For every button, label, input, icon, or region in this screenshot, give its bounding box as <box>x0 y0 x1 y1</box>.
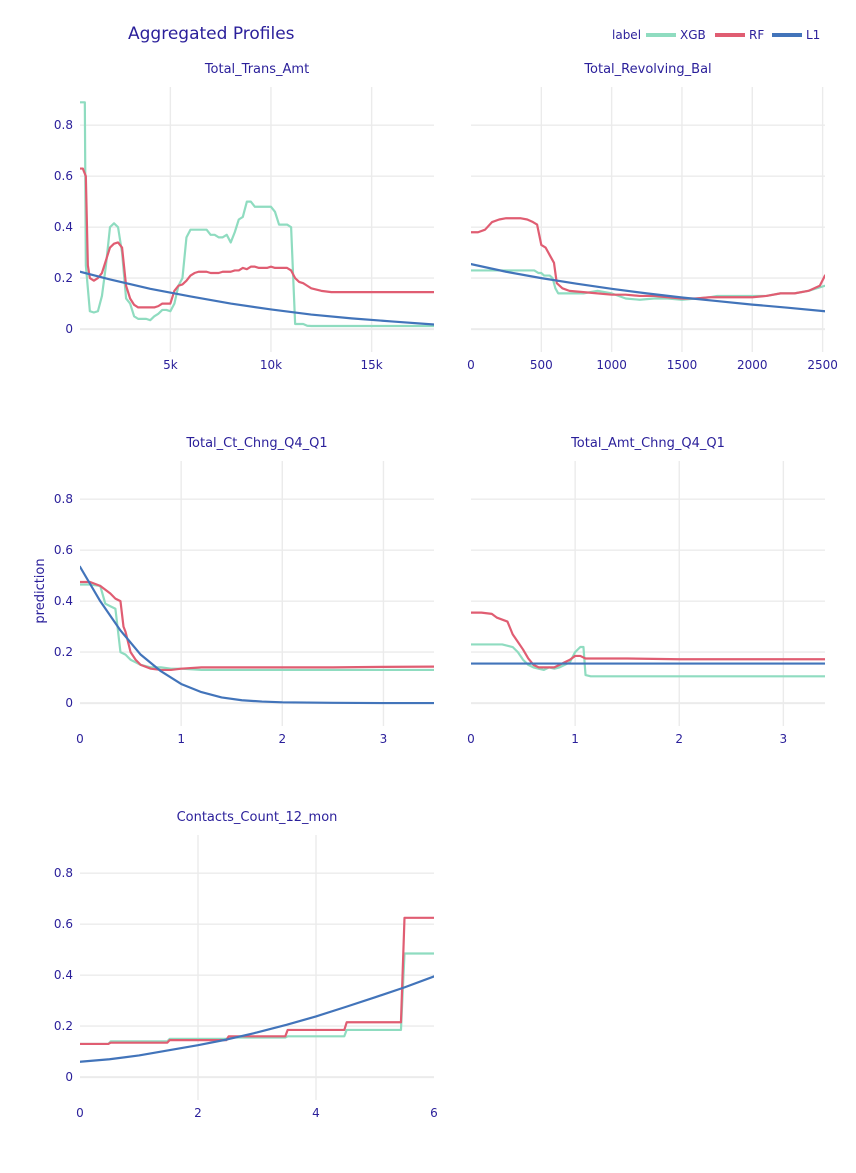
panel-contacts-count-12-mon: Contacts_Count_12_mon 0 0.2 0.4 0.6 0.8 0 2 4 6 <box>54 810 438 1120</box>
x-tick-label: 0 <box>467 358 475 372</box>
y-tick-label: 0.8 <box>54 118 73 132</box>
x-tick-label: 4 <box>312 1106 320 1120</box>
y-axis-label: prediction <box>33 558 48 623</box>
x-tick-label: 5k <box>163 358 178 372</box>
figure-title: Aggregated Profiles <box>128 24 295 44</box>
legend-label: RF <box>749 28 764 42</box>
series-group <box>80 565 434 705</box>
series-line-l1 <box>80 975 434 1063</box>
panel-title: Contacts_Count_12_mon <box>177 810 338 825</box>
y-tick-label: 0 <box>65 696 73 710</box>
legend-item-xgb[interactable]: XGB <box>646 28 706 42</box>
legend-item-l1[interactable]: L1 <box>772 28 820 42</box>
series-line-rf <box>80 580 434 672</box>
series-line-rf <box>80 916 434 1046</box>
panel-total-revolving-bal: Total_Revolving_Bal 0 500 1000 1500 2000 2500 <box>467 62 838 372</box>
x-tick-label: 3 <box>780 732 788 746</box>
x-tick-label: 500 <box>530 358 553 372</box>
series-group <box>471 611 825 678</box>
x-tick-label: 1000 <box>596 358 627 372</box>
y-tick-label: 0.6 <box>54 917 73 931</box>
y-tick-label: 0.4 <box>54 220 73 234</box>
series-line-l1 <box>80 565 434 705</box>
x-tick-label: 1 <box>571 732 579 746</box>
legend-item-rf[interactable]: RF <box>715 28 764 42</box>
series-line-l1 <box>471 262 825 313</box>
panel-title: Total_Trans_Amt <box>204 62 309 77</box>
panel-total-amt-chng-q4-q1: Total_Amt_Chng_Q4_Q1 0 1 2 3 <box>467 436 825 746</box>
y-tick-label: 0.2 <box>54 271 73 285</box>
series-line-rf <box>471 217 825 300</box>
series-line-xgb <box>471 643 825 678</box>
x-tick-label: 2 <box>278 732 286 746</box>
y-tick-label: 0.2 <box>54 645 73 659</box>
y-tick-label: 0.8 <box>54 866 73 880</box>
x-tick-label: 10k <box>260 358 282 372</box>
x-tick-label: 2000 <box>737 358 768 372</box>
x-tick-label: 0 <box>76 1106 84 1120</box>
series-line-rf <box>80 167 434 309</box>
x-tick-label: 0 <box>76 732 84 746</box>
x-tick-label: 15k <box>361 358 383 372</box>
x-tick-label: 2 <box>194 1106 202 1120</box>
series-line-xgb <box>471 269 825 301</box>
series-group <box>471 217 825 313</box>
series-line-l1 <box>80 270 434 326</box>
y-tick-label: 0.4 <box>54 594 73 608</box>
y-tick-label: 0.8 <box>54 492 73 506</box>
x-tick-label: 1 <box>177 732 185 746</box>
panel-title: Total_Revolving_Bal <box>583 62 711 77</box>
panel-total-ct-chng-q4-q1: Total_Ct_Chng_Q4_Q1 0 0.2 0.4 0.6 0.8 0 1 2 3 <box>54 436 434 746</box>
legend[interactable]: label XGB RF L1 <box>612 28 820 42</box>
x-tick-label: 6 <box>430 1106 438 1120</box>
series-group <box>80 916 434 1063</box>
x-tick-label: 3 <box>380 732 388 746</box>
x-tick-label: 2 <box>675 732 683 746</box>
panel-total-trans-amt: Total_Trans_Amt 0 0.2 0.4 0.6 0.8 5k 10k 15k <box>54 62 434 372</box>
legend-label: XGB <box>680 28 706 42</box>
x-tick-label: 2500 <box>807 358 838 372</box>
x-tick-label: 0 <box>467 732 475 746</box>
panel-title: Total_Amt_Chng_Q4_Q1 <box>570 436 725 451</box>
y-tick-label: 0 <box>65 1070 73 1084</box>
y-tick-label: 0.6 <box>54 543 73 557</box>
legend-label: L1 <box>806 28 820 42</box>
legend-title: label <box>612 28 641 42</box>
y-tick-label: 0.6 <box>54 169 73 183</box>
y-tick-label: 0.4 <box>54 968 73 982</box>
y-tick-label: 0 <box>65 322 73 336</box>
panel-title: Total_Ct_Chng_Q4_Q1 <box>185 436 327 451</box>
y-tick-label: 0.2 <box>54 1019 73 1033</box>
x-tick-label: 1500 <box>667 358 698 372</box>
series-line-xgb <box>80 952 434 1046</box>
series-line-rf <box>471 611 825 669</box>
series-group <box>80 101 434 328</box>
